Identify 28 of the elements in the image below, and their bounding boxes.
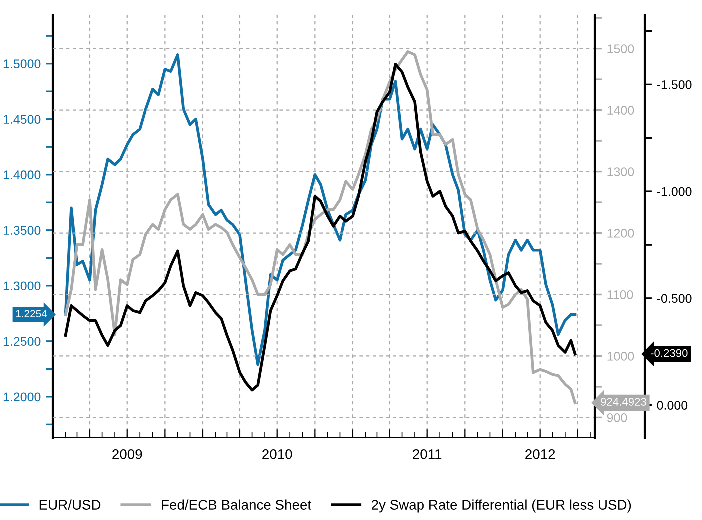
y3-tick-label: -1.500 [657,80,692,90]
y-tick-label: 1.4000 [4,170,41,180]
legend-label: Fed/ECB Balance Sheet [162,500,312,510]
y-tick-label: 1.3500 [4,226,41,236]
y-tick-label: 1.2500 [4,337,41,346]
y-tick-label: 1.2000 [4,392,41,402]
y2-tick-label: 1100 [608,290,634,300]
y2-tick-label: 900 [607,414,628,422]
x-tick-label: 2012 [526,449,556,460]
text: 924.4923 [601,398,646,406]
text: 1.2254 [16,310,48,318]
x-tick-label: 2010 [262,449,292,460]
y2-tick-label: 1500 [608,44,634,54]
y-tick-label: 1.5000 [4,60,41,69]
text: -0.2390 [651,349,688,358]
y-tick-label: 1.3000 [4,282,41,291]
y2-tick-label: 1200 [608,229,634,238]
y3-tick-label: 0.000 [657,401,688,410]
y3-tick-label: -1.000 [657,187,692,196]
y3-tick-label: -0.500 [657,294,692,304]
y2-tick-label: 1000 [608,352,634,361]
y2-tick-label: 1400 [608,106,634,115]
y2-tick-label: 1300 [608,168,634,176]
legend-label: EUR/USD [40,500,101,510]
x-tick-label: 2009 [112,449,142,460]
legend-label: 2y Swap Rate Differential (EUR less USD) [372,500,632,513]
x-tick-label: 2011 [413,449,442,460]
y-tick-label: 1.4500 [4,115,41,124]
